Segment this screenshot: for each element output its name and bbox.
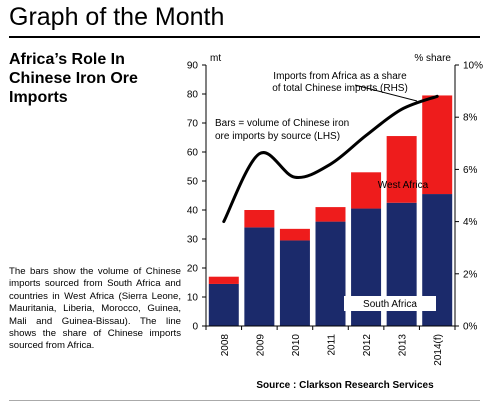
right-axis-label: % share	[414, 53, 451, 64]
left-tick-label: 80	[187, 90, 199, 101]
chart-heading-line-2: Chinese Iron Ore	[9, 70, 138, 87]
right-tick-label: 8%	[463, 113, 478, 124]
chart-description: The bars show the volume of Chinese impo…	[9, 266, 181, 352]
x-tick-label: 2011	[327, 334, 338, 356]
left-tick-label: 90	[187, 61, 199, 72]
bar-south-africa-2009	[244, 227, 275, 326]
left-tick-label: 40	[187, 206, 199, 217]
bottom-divider	[9, 400, 480, 401]
bar-west-africa-2009	[244, 210, 275, 228]
bar-south-africa-2010	[279, 240, 310, 326]
bar-west-africa-2010	[279, 228, 310, 241]
line-note-text-2: of total Chinese imports (RHS)	[272, 83, 408, 94]
bar-south-africa-2011	[315, 221, 346, 326]
bar-west-africa-2008	[208, 276, 239, 284]
left-tick-label: 0	[192, 322, 198, 333]
right-tick-label: 0%	[463, 322, 478, 333]
west-africa-label: West Africa	[378, 180, 429, 191]
x-tick-label: 2013	[398, 334, 409, 357]
right-tick-label: 6%	[463, 165, 478, 176]
left-axis-label: mt	[210, 53, 221, 64]
line-note-pointer	[354, 84, 418, 102]
left-tick-label: 30	[187, 235, 199, 246]
left-tick-label: 10	[187, 293, 199, 304]
x-tick-label: 2009	[255, 334, 266, 357]
x-tick-label: 2008	[220, 334, 231, 357]
right-tick-label: 10%	[463, 61, 483, 72]
left-tick-label: 70	[187, 119, 199, 130]
bar-west-africa-2012	[351, 172, 382, 209]
right-tick-label: 2%	[463, 269, 478, 280]
chart-heading: Africa’s Role In Chinese Iron Ore Import…	[9, 50, 189, 107]
south-africa-label: South Africa	[363, 299, 417, 310]
bars-note-text-2: ore imports by source (LHS)	[215, 131, 340, 142]
x-tick-label: 2014(f)	[433, 334, 444, 366]
x-tick-label: 2010	[291, 334, 302, 357]
title-divider	[9, 36, 480, 38]
left-tick-label: 60	[187, 148, 199, 159]
chart-heading-line-3: Imports	[9, 89, 68, 106]
x-tick-label: 2012	[362, 334, 373, 357]
bars-note-text-1: Bars = volume of Chinese iron	[215, 118, 349, 129]
bar-west-africa-2013	[386, 136, 417, 203]
right-tick-label: 4%	[463, 217, 478, 228]
left-tick-label: 50	[187, 177, 199, 188]
chart-heading-line-1: Africa’s Role In	[9, 51, 125, 68]
source-note: Source : Clarkson Research Services	[256, 380, 434, 391]
south-africa-label-box	[344, 296, 436, 311]
page-title: Graph of the Month	[9, 3, 225, 31]
bar-west-africa-2014(f)	[422, 95, 453, 195]
share-line	[222, 94, 439, 224]
line-note-text-1: Imports from Africa as a share	[273, 71, 407, 82]
bar-south-africa-2008	[208, 283, 239, 326]
left-tick-label: 20	[187, 264, 199, 275]
bar-west-africa-2011	[315, 207, 346, 222]
